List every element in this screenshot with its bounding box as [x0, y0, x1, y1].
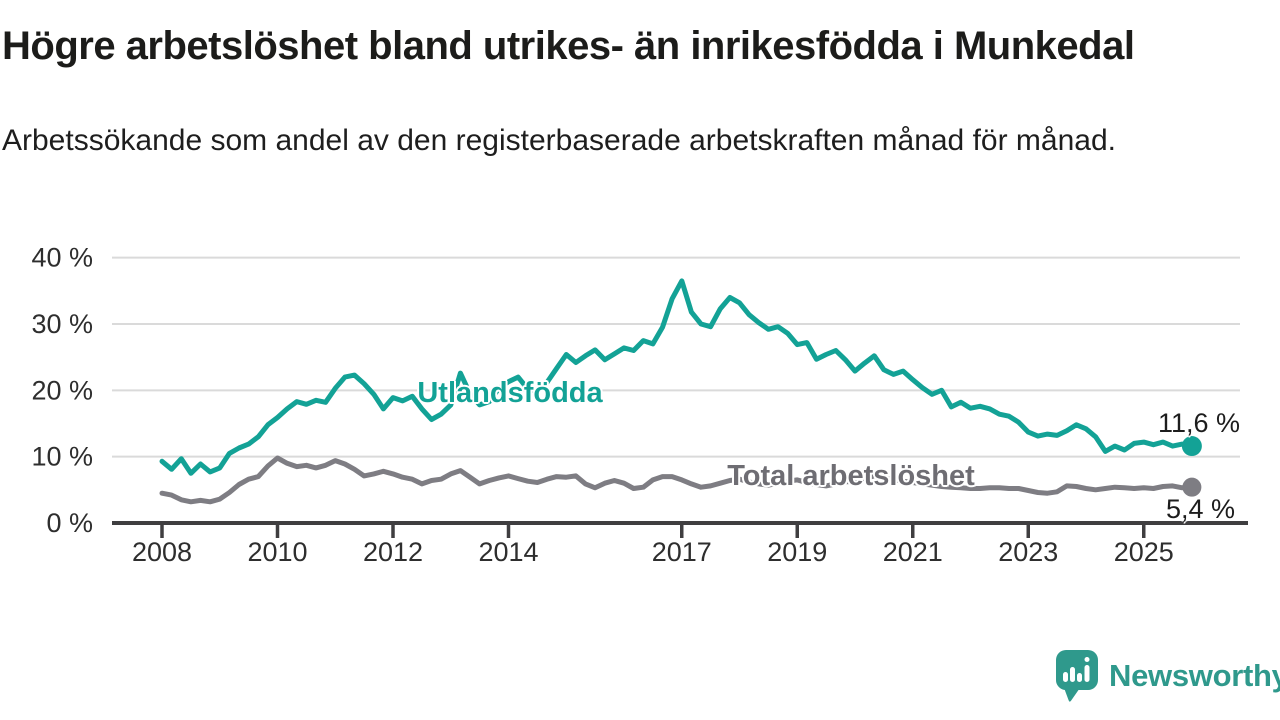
x-tick-label: 2019 — [767, 537, 827, 567]
y-tick-label: 10 % — [31, 442, 93, 472]
x-tick-label: 2008 — [132, 537, 192, 567]
y-tick-label: 40 % — [31, 243, 93, 273]
page-title: Högre arbetslöshet bland utrikes- än inr… — [2, 24, 1135, 68]
x-tick-label: 2023 — [998, 537, 1058, 567]
x-tick-label: 2014 — [478, 537, 538, 567]
series-end-dot-1 — [1182, 477, 1202, 497]
newsworthy-wordmark: Newsworthy — [1109, 658, 1280, 693]
end-value-utlandsfodda: 11,6 % — [1158, 408, 1241, 438]
series-end-dot-0 — [1181, 436, 1202, 457]
y-tick-label: 0 % — [46, 508, 93, 538]
series-label-utlandsfodda: Utlandsfödda — [417, 377, 603, 409]
x-tick-label: 2010 — [247, 537, 307, 567]
y-tick-label: 30 % — [31, 309, 93, 339]
series-line-1 — [159, 455, 1195, 505]
chart-subtitle: Arbetssökande som andel av den registerb… — [2, 124, 1116, 157]
x-tick-label: 2012 — [363, 537, 423, 567]
series-label-total-arbetsloshet: Total arbetslöshet — [727, 460, 975, 492]
newsworthy-logo-icon — [1055, 650, 1098, 702]
x-tick-label: 2021 — [883, 537, 943, 567]
x-tick-label: 2017 — [652, 537, 712, 567]
logo-bar-chart — [1063, 657, 1090, 682]
end-value-total-arbetsloshet: 5,4 % — [1166, 494, 1236, 524]
newsworthy-logo: Newsworthy — [1054, 648, 1280, 704]
series-line-0 — [159, 278, 1195, 476]
y-tick-label: 20 % — [31, 375, 93, 405]
x-tick-label: 2025 — [1114, 537, 1174, 567]
